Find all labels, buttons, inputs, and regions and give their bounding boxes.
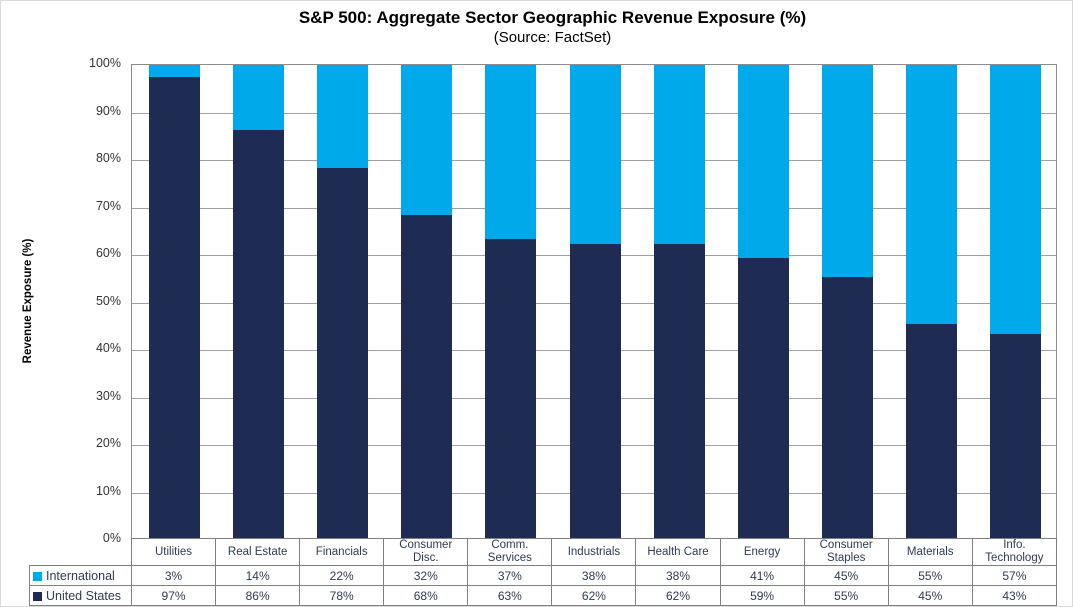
value-cell: 68%	[383, 585, 469, 606]
value-cell: 3%	[130, 565, 217, 586]
bar-segment-international	[822, 65, 874, 279]
value-cell: 45%	[803, 565, 889, 586]
legend-label-international: International	[46, 568, 115, 583]
value-cell: 55%	[887, 565, 973, 586]
table-corner-cell	[30, 539, 132, 566]
value-cell: 57%	[971, 565, 1058, 586]
y-tick-label: 20%	[95, 436, 121, 450]
bar-segment-international	[737, 65, 789, 260]
value-cell: 59%	[719, 585, 805, 606]
y-tick-label: 80%	[95, 151, 121, 165]
bar-segment-international	[990, 65, 1042, 336]
value-cell: 41%	[719, 565, 805, 586]
y-tick-label: 60%	[95, 246, 121, 260]
category-header-cell: Financials	[299, 538, 385, 566]
legend-label-united-states: United States	[46, 588, 122, 603]
chart-title: S&P 500: Aggregate Sector Geographic Rev…	[298, 8, 807, 27]
value-cell: 43%	[971, 585, 1058, 606]
bar-segment-united-states	[401, 215, 453, 538]
bar-segment-united-states	[906, 324, 958, 538]
y-tick-label: 50%	[95, 293, 121, 308]
value-cell: 55%	[803, 585, 889, 606]
category-header-cell: Materials	[887, 538, 973, 566]
value-cell: 62%	[551, 585, 637, 606]
category-header-cell: Industrials	[551, 538, 637, 566]
bar-segment-united-states	[316, 167, 368, 538]
category-header-cell: Comm. Services	[467, 538, 553, 566]
category-header-cell: Energy	[719, 538, 805, 566]
value-cell: 38%	[551, 565, 637, 586]
y-tick-label: 30%	[95, 388, 121, 403]
bar-segment-united-states	[737, 257, 789, 538]
y-tick-label: 0%	[102, 531, 121, 545]
bar-segment-international	[401, 65, 453, 217]
bar-segment-international	[232, 65, 284, 132]
value-cell: 22%	[299, 565, 385, 586]
bar-segment-united-states	[990, 333, 1042, 538]
table-row: International 3% 14% 22% 32% 37% 38% 38% 41% 45% 5…	[29, 565, 1058, 586]
bar-segment-international	[653, 65, 705, 246]
category-header-cell: Utilities	[130, 538, 217, 566]
bar-segment-united-states	[822, 276, 874, 538]
bar-segment-united-states	[569, 243, 621, 538]
value-cell: 86%	[215, 585, 301, 606]
bar-segment-international	[906, 65, 958, 327]
value-cell: 32%	[383, 565, 469, 586]
bar-segment-united-states	[653, 243, 705, 538]
bar-segment-united-states	[148, 77, 200, 538]
y-tick-label: 90%	[95, 103, 121, 118]
value-cell: 38%	[635, 565, 721, 586]
bar-segment-international	[485, 65, 537, 241]
category-header-cell: Info. Technology	[971, 538, 1058, 566]
chart-subtitle: (Source: FactSet)	[493, 29, 612, 46]
value-cell: 97%	[130, 585, 217, 606]
value-cell: 78%	[299, 585, 385, 606]
bar-segment-united-states	[232, 129, 284, 538]
y-axis-title: Revenue Exposure (%)	[22, 238, 34, 364]
data-table: Utilities Real Estate Financials Consumer D…	[29, 538, 1058, 606]
bar-segment-international	[569, 65, 621, 246]
legend-cell-united-states: United States	[29, 585, 132, 606]
legend-cell-international: International	[29, 565, 132, 586]
y-tick-label: 10%	[95, 483, 121, 498]
category-header-cell: Health Care	[635, 538, 721, 566]
category-header-cell: Consumer Disc.	[383, 538, 469, 566]
value-cell: 62%	[635, 585, 721, 606]
plot-area	[131, 64, 1057, 539]
value-cell: 37%	[467, 565, 553, 586]
y-tick-label: 70%	[95, 198, 121, 213]
y-tick-label: 100%	[89, 56, 121, 70]
bar-segment-international	[316, 65, 368, 170]
value-cell: 14%	[215, 565, 301, 586]
bar-segment-international	[148, 65, 200, 80]
y-tick-label: 40%	[95, 341, 121, 355]
table-row: United States 97% 86% 78% 68% 63% 62% 62% 59% 55%…	[29, 585, 1058, 606]
legend-swatch-united-states	[33, 591, 42, 601]
value-cell: 45%	[887, 585, 973, 606]
value-cell: 63%	[467, 585, 553, 606]
legend-swatch-international	[33, 571, 42, 581]
bar-segment-united-states	[485, 238, 537, 538]
category-header-cell: Real Estate	[215, 538, 301, 566]
category-header-cell: Consumer Staples	[803, 538, 889, 566]
